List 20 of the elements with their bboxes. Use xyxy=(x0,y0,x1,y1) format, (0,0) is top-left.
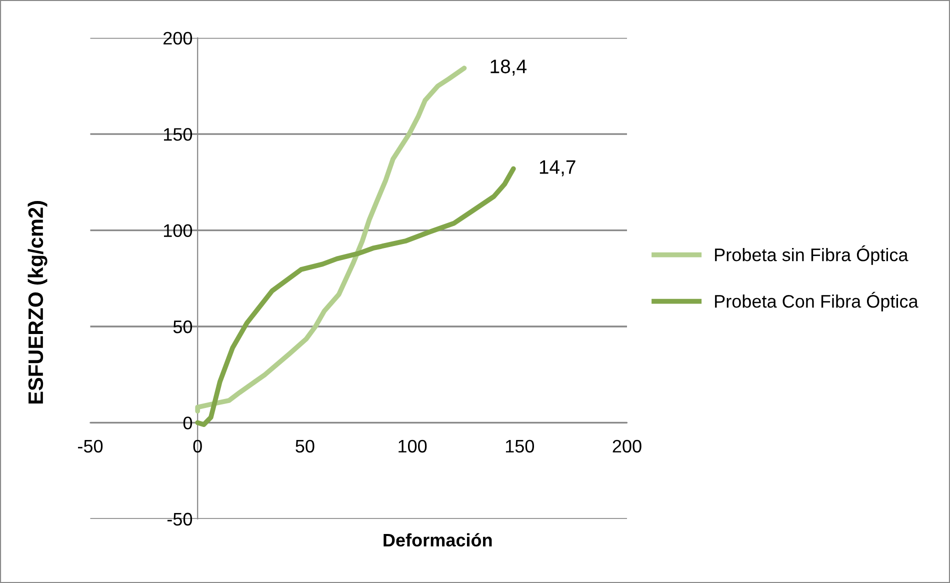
x-axis-title: Deformación xyxy=(384,533,492,547)
y-tick-label: 150 xyxy=(164,128,192,141)
x-tick-label: -50 xyxy=(78,440,103,453)
x-tick-label: 50 xyxy=(296,440,314,453)
legend-label: Probeta sin Fibra Óptica xyxy=(715,245,908,265)
annotation: 18,4 xyxy=(490,60,527,76)
y-tick-label: 100 xyxy=(164,224,192,238)
x-tick-label: 200 xyxy=(612,440,642,453)
y-tick-label: 0 xyxy=(183,416,192,430)
y-tick-label: -50 xyxy=(167,512,192,526)
y-axis-title: ESFUERZO (kg/cm2) xyxy=(28,201,48,404)
x-tick-label: 100 xyxy=(398,440,427,453)
legend-label: Probeta Con Fibra Óptica xyxy=(715,292,918,312)
y-tick-label: 50 xyxy=(173,320,192,334)
y-tick-label: 200 xyxy=(164,32,192,45)
x-tick-label: 150 xyxy=(506,440,534,453)
line-series xyxy=(195,166,516,428)
x-tick-label: 0 xyxy=(193,440,202,453)
line-series xyxy=(195,66,467,414)
annotation: 14,7 xyxy=(540,160,576,176)
